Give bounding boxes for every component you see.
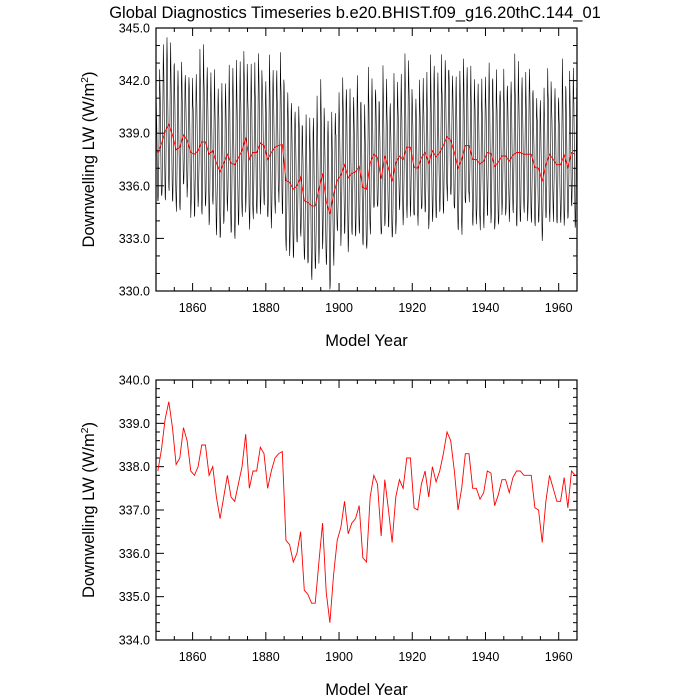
x-tick-label: 1960 bbox=[545, 650, 573, 664]
x-tick-label: 1880 bbox=[252, 650, 280, 664]
x-tick-label: 1920 bbox=[398, 301, 426, 315]
y-tick-label: 339.0 bbox=[119, 417, 150, 431]
figure-title: Global Diagnostics Timeseries b.e20.BHIS… bbox=[109, 4, 601, 22]
x-tick-label: 1960 bbox=[545, 301, 573, 315]
y-tick-label: 339.0 bbox=[119, 127, 150, 141]
y-axis-label-superscript: 2 bbox=[79, 427, 91, 433]
x-tick-label: 1940 bbox=[472, 650, 500, 664]
x-axis-label: Model Year bbox=[325, 681, 408, 699]
x-axis-label: Model Year bbox=[325, 332, 408, 350]
y-tick-label: 337.0 bbox=[119, 504, 150, 518]
y-tick-label: 345.0 bbox=[119, 22, 150, 36]
top-plot-area bbox=[156, 37, 577, 290]
plot-frame bbox=[155, 379, 578, 641]
monthly-series-line bbox=[156, 37, 577, 290]
top-panel-timeseries-monthly: 1860 1880 1900 1920 1940 1960 330.0 333.0 336.0 3… bbox=[79, 22, 578, 350]
y-axis-label-suffix: ) bbox=[80, 422, 98, 428]
y-axis-label-superscript: 2 bbox=[79, 77, 91, 83]
y-axis-label-text: Downwelling LW (W/m bbox=[80, 433, 98, 598]
y-tick-label: 334.0 bbox=[119, 634, 150, 648]
bottom-panel-timeseries-annual: 1860 1880 1900 1920 1940 1960 334.0 335.0 336.0 3… bbox=[79, 374, 578, 699]
annual-mean-line-bottom bbox=[157, 401, 576, 623]
y-axis-label: Downwelling LW (W/m2) bbox=[79, 71, 98, 247]
y-tick-label: 336.0 bbox=[119, 547, 150, 561]
y-tick-label: 330.0 bbox=[119, 285, 150, 299]
annual-mean-line-top bbox=[157, 123, 576, 214]
bottom-plot-area bbox=[157, 401, 576, 623]
y-axis-label-text: Downwelling LW (W/m bbox=[80, 83, 98, 248]
x-tick-label: 1920 bbox=[398, 650, 426, 664]
x-tick-label: 1880 bbox=[252, 301, 280, 315]
y-tick-label: 342.0 bbox=[119, 74, 150, 88]
y-axis-label-suffix: ) bbox=[80, 71, 98, 77]
x-tick-label: 1940 bbox=[472, 301, 500, 315]
y-tick-label: 336.0 bbox=[119, 179, 150, 193]
y-tick-label: 338.0 bbox=[119, 460, 150, 474]
x-tick-label: 1860 bbox=[179, 650, 207, 664]
y-tick-label: 335.0 bbox=[119, 590, 150, 604]
y-tick-label: 333.0 bbox=[119, 232, 150, 246]
x-tick-label: 1900 bbox=[325, 650, 353, 664]
y-axis-label: Downwelling LW (W/m2) bbox=[79, 422, 98, 598]
y-tick-label: 340.0 bbox=[119, 374, 150, 388]
x-tick-label: 1900 bbox=[325, 301, 353, 315]
x-tick-label: 1860 bbox=[179, 301, 207, 315]
plot-frame bbox=[155, 27, 578, 292]
